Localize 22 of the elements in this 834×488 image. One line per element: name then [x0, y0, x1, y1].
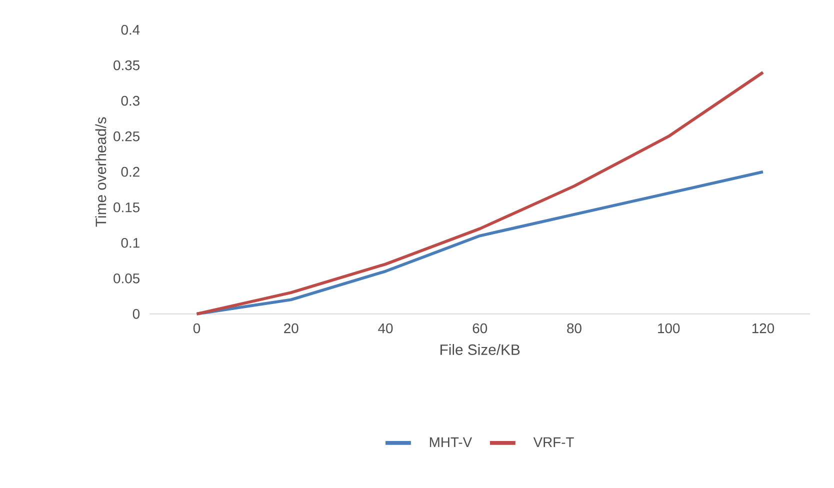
x-tick-label: 80	[567, 323, 582, 334]
x-tick-label: 120	[752, 323, 774, 334]
y-tick-label: 0.35	[114, 60, 140, 70]
x-tick-label: 20	[284, 323, 298, 334]
y-tick-label: 0.3	[121, 96, 140, 106]
x-tick-label: 0	[193, 323, 200, 334]
x-tick-label: 60	[472, 323, 488, 334]
legend-label: MHT-V	[430, 438, 472, 448]
line-series	[195, 71, 764, 316]
y-tick-label: 0.05	[114, 274, 140, 284]
x-axis-title: File Size/KB	[440, 344, 520, 356]
line-series	[195, 170, 764, 316]
y-tick-label: 0	[132, 309, 140, 319]
x-tick-label: 40	[378, 323, 393, 334]
y-tick-label: 0.2	[121, 167, 140, 177]
y-tick-label: 0.25	[114, 132, 140, 142]
x-tick-label: 100	[658, 323, 680, 334]
y-tick-label: 0.1	[121, 238, 140, 248]
y-tick-label: 0.15	[114, 202, 140, 212]
y-tick-label: 0.4	[121, 24, 140, 35]
y-axis-title: Time overhead/s	[95, 117, 106, 227]
legend-label: VRF-T	[533, 438, 574, 448]
